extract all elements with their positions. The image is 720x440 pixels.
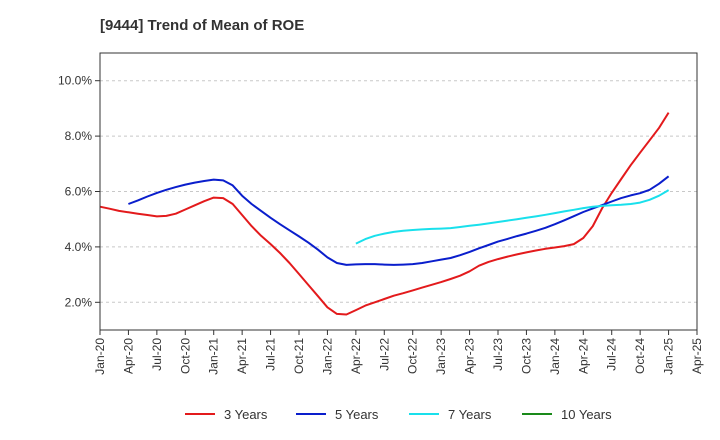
x-tick-label: Apr-23: [463, 338, 477, 374]
legend-label: 10 Years: [561, 407, 612, 422]
x-tick-label: Jan-24: [548, 338, 562, 375]
x-tick-label: Apr-24: [576, 338, 590, 374]
x-tick-label: Jan-20: [93, 338, 107, 375]
y-tick-label: 8.0%: [65, 129, 93, 143]
x-tick-label: Jan-23: [434, 338, 448, 375]
x-tick-label: Jan-25: [662, 338, 676, 375]
legend-item: 3 Years: [185, 407, 268, 422]
x-tick-label: Jul-24: [605, 338, 619, 371]
legend-label: 3 Years: [224, 407, 268, 422]
x-tick-label: Oct-22: [406, 338, 420, 374]
series-line-3-years: [99, 112, 670, 316]
legend-item: 10 Years: [522, 407, 612, 422]
x-tick-label: Oct-20: [178, 338, 192, 374]
x-tick-label: Oct-23: [519, 338, 533, 374]
series-line-7-years: [355, 189, 670, 245]
legend-label: 7 Years: [448, 407, 492, 422]
chart-title: [9444] Trend of Mean of ROE: [100, 17, 304, 34]
x-axis: Jan-20 Apr-20 Jul-20 Oct-20 Jan-21 Apr-21 Jul-…: [93, 330, 704, 375]
x-tick-label: Jul-21: [264, 338, 278, 371]
x-tick-label: Apr-20: [121, 338, 135, 374]
x-tick-label: Oct-21: [292, 338, 306, 374]
y-tick-label: 2.0%: [65, 295, 93, 309]
y-axis: 2.0% 4.0% 6.0% 8.0% 10.0%: [58, 74, 100, 309]
plot-area: [99, 52, 698, 331]
x-tick-label: Apr-25: [690, 338, 704, 374]
x-tick-label: Jan-21: [207, 338, 221, 375]
legend: 3 Years 5 Years 7 Years 10 Years: [185, 407, 612, 422]
x-tick-label: Jul-22: [377, 338, 391, 371]
legend-item: 5 Years: [296, 407, 379, 422]
x-tick-label: Apr-22: [349, 338, 363, 374]
series-line-5-years: [128, 175, 670, 266]
x-tick-label: Jul-23: [491, 338, 505, 371]
legend-item: 7 Years: [409, 407, 492, 422]
legend-label: 5 Years: [335, 407, 379, 422]
x-tick-label: Apr-21: [235, 338, 249, 374]
x-tick-label: Oct-24: [633, 338, 647, 374]
x-tick-label: Jan-22: [320, 338, 334, 375]
x-tick-label: Jul-20: [150, 338, 164, 371]
y-tick-label: 10.0%: [58, 74, 92, 88]
series-lines: [99, 112, 670, 316]
y-tick-label: 4.0%: [65, 240, 93, 254]
grid-lines: [100, 80, 697, 303]
y-tick-label: 6.0%: [65, 185, 93, 199]
